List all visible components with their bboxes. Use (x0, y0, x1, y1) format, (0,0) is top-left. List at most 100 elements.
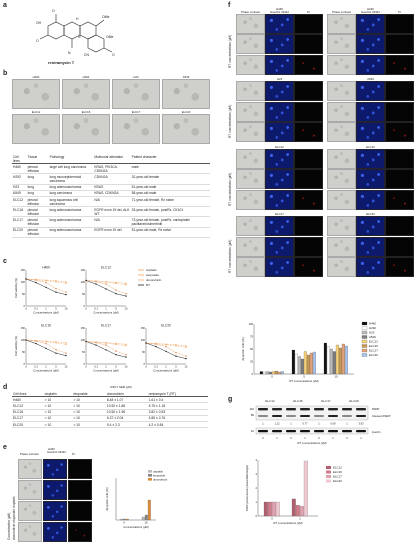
table-cell: 10.52 ± 1.96 (105, 409, 148, 416)
table-cell: 4.2 ± 0.84 (147, 421, 208, 429)
data-point (105, 281, 107, 283)
col-label: PI (398, 9, 401, 14)
subplot-title: ELC12 (101, 266, 111, 270)
x-tick-label: 0.1 (34, 365, 38, 369)
cell-image (294, 216, 324, 237)
table-cell: ELC12 (12, 196, 27, 208)
y-tick-label: 100 (141, 338, 146, 342)
legend-swatch (148, 474, 152, 477)
bar (271, 371, 275, 375)
table-cell: KRAS, PIK3CA, CDKN2A (93, 163, 131, 175)
x-tick-label: 10 (125, 365, 128, 369)
svg-text:CN: CN (84, 53, 89, 57)
cell-image (68, 501, 92, 521)
ratio-label: 1 (346, 422, 348, 426)
y-axis-label: PARP protein levels (cleaved/full-length… (245, 465, 249, 511)
table-cell: 9.4 ± 2.3 (105, 421, 148, 429)
cell-image (265, 122, 294, 143)
table-cell: N/A (93, 216, 131, 228)
table-header: Patient character (130, 154, 210, 165)
x-tick-label: 0.1 (34, 307, 38, 311)
data-point (55, 352, 57, 354)
cell-image (18, 501, 42, 521)
chemical-structure: OMe OMe OH H N O N CN O O (36, 9, 115, 57)
plot-area: 0 10 Apoptotic cells (%) Concentrations (μM… (105, 478, 156, 529)
data-point (65, 354, 67, 357)
cell-image (356, 122, 385, 143)
legend-swatch (148, 478, 152, 481)
x-tick-label: 5 (55, 307, 57, 311)
x-tick-label: 10 (65, 365, 68, 369)
legend-label: H23 (369, 331, 375, 335)
cell-image (294, 257, 324, 278)
data-point (185, 346, 187, 349)
table-cell: 71-year-old female, Rx naive (130, 196, 210, 208)
cell-image (327, 101, 356, 122)
table-cell: > 10 (43, 421, 73, 429)
band (258, 415, 268, 417)
cell-image (265, 216, 294, 237)
bar (338, 347, 342, 375)
cell-line-group: ELC20 (327, 213, 415, 278)
cell-image (385, 148, 415, 169)
y-axis-label: Cell viability (%) (14, 278, 18, 298)
band (286, 415, 296, 417)
band (342, 415, 352, 417)
table-cell: ELC17 (12, 415, 44, 422)
compound-name: reniramycin T (48, 60, 75, 65)
row-label: RT concentrations (μM) (228, 172, 232, 206)
panel-label-e: e (3, 444, 7, 451)
data-point (95, 342, 97, 344)
y-tick-label: 150 (141, 326, 146, 330)
row-label: RT concentrations (μM) (228, 105, 232, 139)
cell-image (43, 480, 67, 500)
legend-label: H460 (369, 322, 376, 326)
band (328, 415, 338, 417)
col-label: PI (307, 9, 310, 14)
subplot-title: ELC20 (161, 324, 171, 328)
band (342, 408, 352, 411)
y-axis-label: Cell viability (%) (14, 336, 18, 356)
data-point (105, 349, 107, 351)
x-tick-label: 0 (271, 517, 273, 521)
table-cell: lung (26, 173, 49, 185)
panel-label-c: c (3, 258, 7, 265)
y-tick-label: 1 (256, 500, 258, 504)
table-row: H460 pleural effusion large cell lung carc… (12, 163, 210, 175)
legend-swatch (361, 321, 368, 326)
table-row: ELC12 pleural effusion lung squamous cell … (12, 196, 210, 208)
data-point (35, 281, 37, 284)
ic50-header: IC50 ± SEM (μM) (110, 385, 132, 389)
conc-label: 0 (346, 436, 348, 440)
panel-f-images: RT concentrations (μM) H460 Phase contrast… (228, 8, 416, 281)
bar (303, 460, 308, 517)
table-cell: > 10 (43, 396, 73, 404)
y-tick-label: 50 (142, 350, 145, 354)
cell-image (265, 13, 294, 34)
data-point (125, 293, 127, 295)
table-cell: H460 (12, 163, 27, 175)
subplot-title: ELC17 (101, 324, 111, 328)
table-row: ELC16 pleural effusion lung adenocarcinoma… (12, 206, 210, 218)
series-line (145, 342, 187, 357)
svg-text:H: H (76, 17, 79, 21)
table-cell: 4.85 ± 0.76 (147, 415, 208, 422)
ratio-label: 1.22 (274, 422, 280, 426)
x-tick-label: 1 (165, 365, 167, 369)
data-point (95, 283, 97, 285)
y-tick-label: 25 (250, 360, 253, 364)
x-tick-label: 1 (105, 307, 107, 311)
data-point (95, 281, 97, 283)
ratio-label: 1 (262, 422, 264, 426)
bar (312, 351, 316, 375)
svg-text:O: O (52, 9, 55, 13)
table-cell: H23 (12, 184, 27, 191)
band (356, 408, 366, 411)
lane-group-label: ELC12 (265, 399, 275, 403)
x-tick-label: 0.1 (154, 365, 158, 369)
band-label: β-actin (372, 430, 381, 434)
cell-image (236, 34, 265, 55)
legend-label: ELC16 (369, 344, 378, 348)
cell-image (236, 169, 265, 190)
